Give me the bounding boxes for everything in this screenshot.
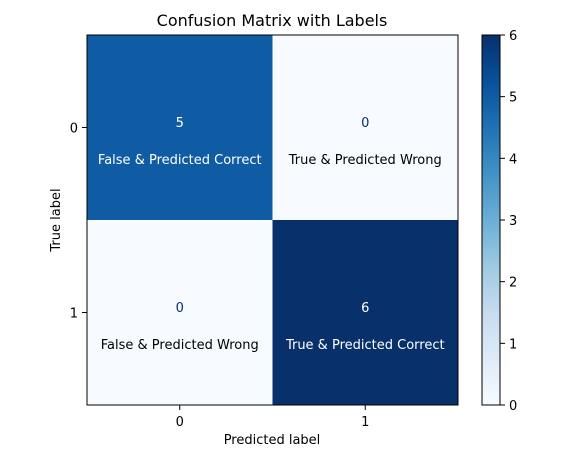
colorbar-tick-label: 0: [509, 399, 517, 414]
heatmap-cell: [87, 35, 273, 220]
colorbar-tick-label: 4: [509, 152, 517, 167]
colorbar-ticks: 0 1 2 3 4 5 6: [500, 29, 517, 414]
cell-annotation-label: True & Predicted Wrong: [288, 153, 442, 168]
x-tick-label: 1: [361, 415, 369, 430]
colorbar-tick-label: 2: [509, 276, 517, 291]
y-tick-label: 1: [70, 307, 78, 322]
y-axis-ticks: 01: [70, 122, 87, 322]
heatmap-cells: 5 False & Predicted Correct 0 True & Predic…: [87, 35, 458, 405]
heatmap-cell: [87, 220, 273, 405]
cell-value-label: 0: [361, 116, 369, 131]
cell-annotation-label: False & Predicted Correct: [98, 153, 262, 168]
cell-value-label: 6: [361, 301, 369, 316]
y-tick-label: 0: [70, 122, 78, 137]
x-tick-label: 0: [176, 415, 184, 430]
cell-annotation-label: True & Predicted Correct: [285, 338, 445, 353]
cell-annotation-label: False & Predicted Wrong: [101, 338, 259, 353]
colorbar-tick-label: 5: [509, 91, 517, 106]
cell-value-label: 0: [176, 301, 184, 316]
colorbar: [481, 34, 501, 406]
plot-frame: [86, 34, 459, 406]
heatmap-cell: [272, 35, 458, 220]
x-axis-label: Predicted label: [224, 433, 321, 448]
y-axis-label: True label: [49, 188, 64, 252]
cell-value-label: 5: [176, 116, 184, 131]
colorbar-tick-label: 6: [509, 29, 517, 44]
colorbar-tick-label: 3: [509, 214, 517, 229]
colorbar-tick-label: 1: [509, 337, 517, 352]
heatmap-cell: [272, 220, 458, 405]
chart-title: Confusion Matrix with Labels: [157, 11, 388, 30]
